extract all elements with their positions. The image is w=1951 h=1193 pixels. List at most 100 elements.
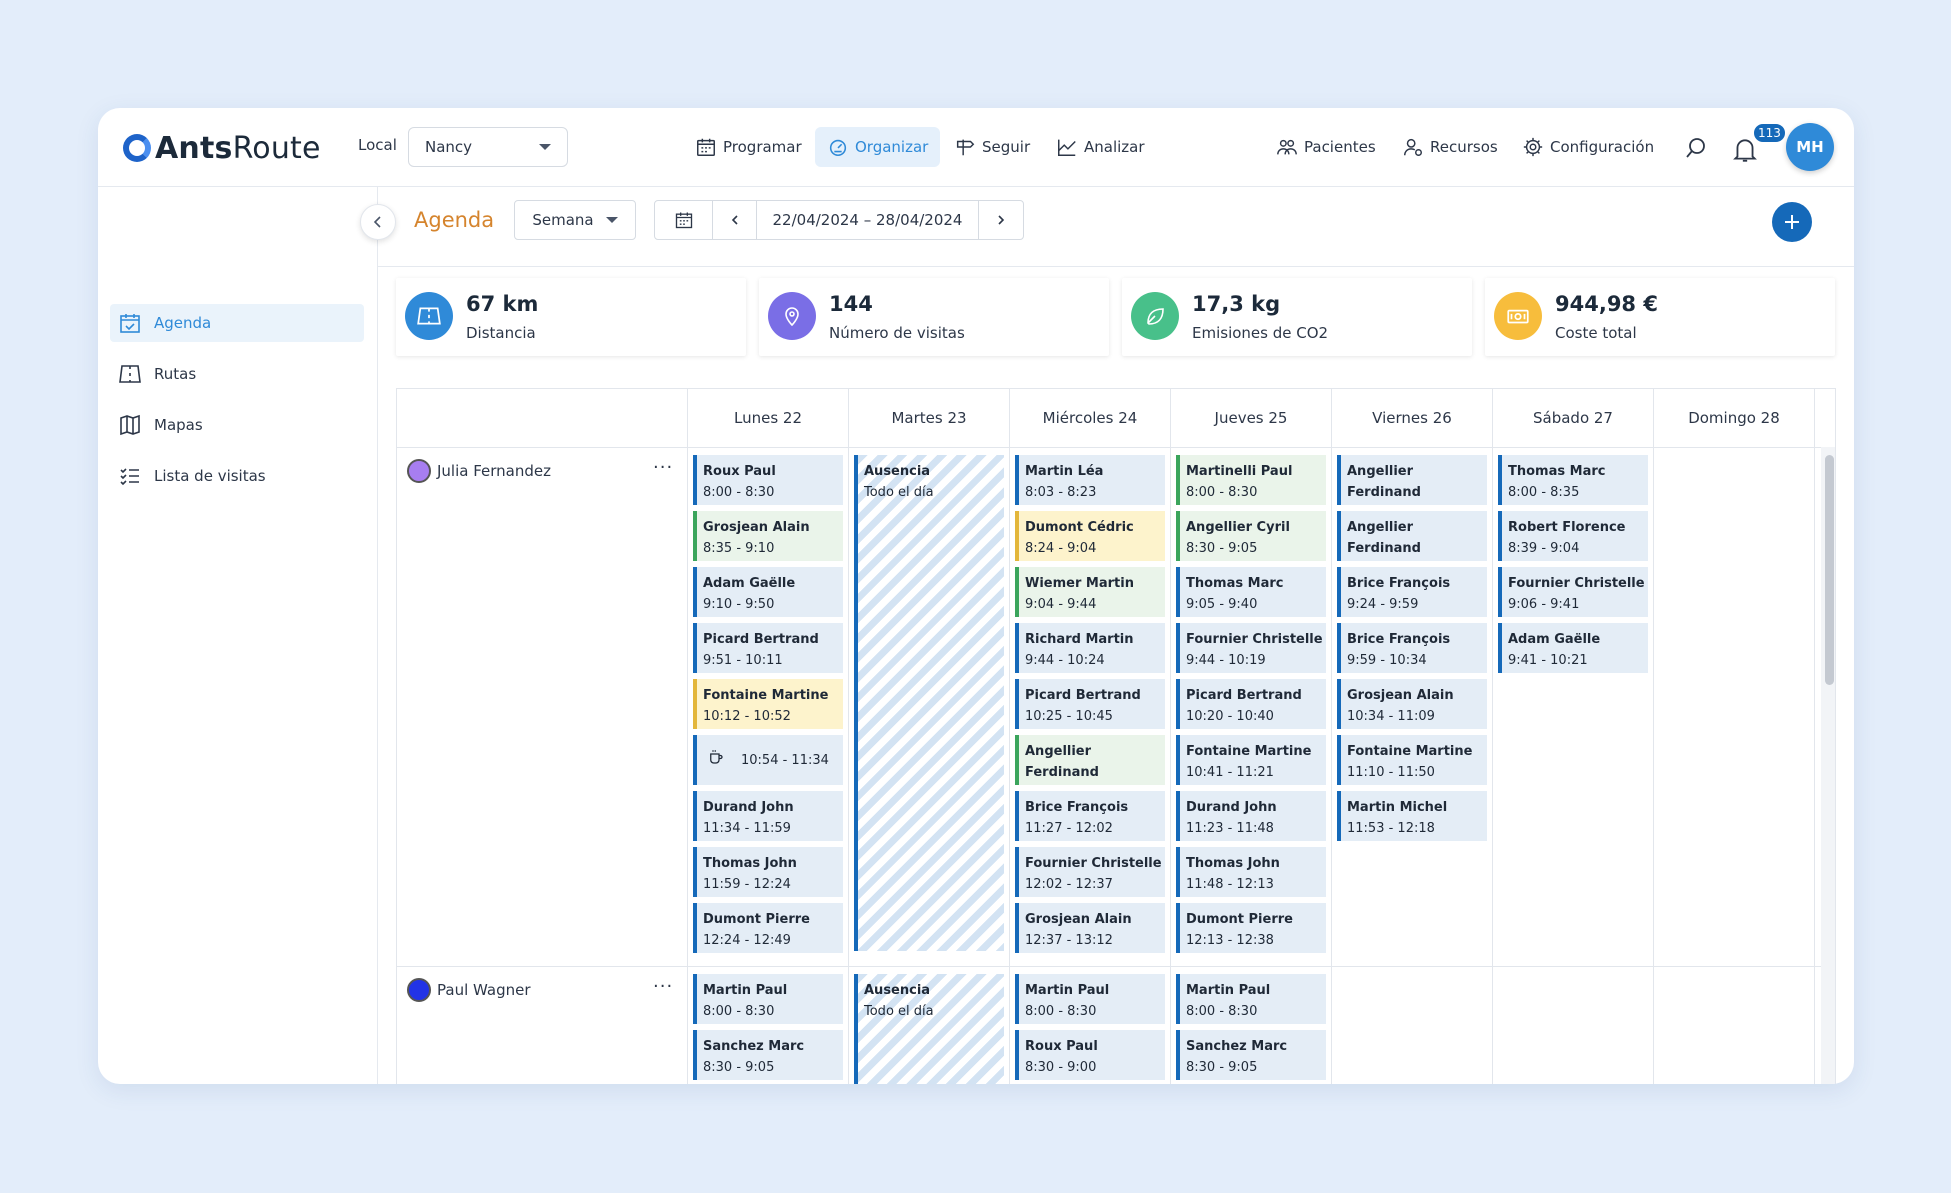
- visit-event[interactable]: Grosjean Alain 10:34 - 11:09: [1337, 679, 1487, 729]
- nav-recursos[interactable]: Recursos: [1390, 127, 1510, 167]
- event-time: 8:00 - 8:30: [1186, 485, 1258, 500]
- nav-pacientes[interactable]: Pacientes: [1264, 127, 1388, 167]
- visit-event[interactable]: Picard Bertrand 9:51 - 10:11: [693, 623, 843, 673]
- stat-label: Emisiones de CO2: [1192, 324, 1329, 342]
- visit-event[interactable]: Dumont Pierre 12:24 - 12:49: [693, 903, 843, 953]
- visit-event[interactable]: Angellier Ferdinand 8:44 - 9:24: [1337, 511, 1487, 561]
- visit-event[interactable]: Thomas John 11:48 - 12:13: [1176, 847, 1326, 897]
- event-time: 12:13 - 12:38: [1186, 933, 1274, 948]
- visit-event[interactable]: Fournier Christelle 12:02 - 12:37: [1015, 847, 1165, 897]
- visit-event[interactable]: Dumont Pierre 12:13 - 12:38: [1176, 903, 1326, 953]
- visit-event[interactable]: Durand John 11:23 - 11:48: [1176, 791, 1326, 841]
- visit-event[interactable]: Grosjean Alain 8:35 - 9:10: [693, 511, 843, 561]
- visit-event[interactable]: Brice François 9:24 - 9:59: [1337, 567, 1487, 617]
- event-name: Picard Bertrand: [703, 632, 819, 647]
- visit-event[interactable]: Robert Florence 8:39 - 9:04: [1498, 511, 1648, 561]
- stat-icon-bg: [768, 292, 816, 340]
- sidebar-item-agenda[interactable]: Agenda: [110, 304, 364, 342]
- resource-name[interactable]: Julia Fernandez: [407, 459, 551, 483]
- antsroute-logo[interactable]: AntsRoute: [123, 128, 321, 168]
- nav-seguir[interactable]: Seguir: [942, 127, 1042, 167]
- map-pin-icon: [120, 414, 140, 436]
- visit-event[interactable]: Adam Gaëlle 9:10 - 9:50: [693, 567, 843, 617]
- visit-event[interactable]: Angellier Ferdinand 8:04 - 8:44: [1337, 455, 1487, 505]
- visit-event[interactable]: Roux Paul 8:00 - 8:30: [693, 455, 843, 505]
- scrollbar-thumb[interactable]: [1825, 455, 1834, 685]
- visit-event[interactable]: Grosjean Alain 12:37 - 13:12: [1015, 903, 1165, 953]
- event-name: Sanchez Marc: [703, 1039, 805, 1054]
- day-header[interactable]: Viernes 26: [1331, 389, 1492, 447]
- search-button[interactable]: [1684, 136, 1708, 160]
- visit-event[interactable]: Brice François 11:27 - 12:02: [1015, 791, 1165, 841]
- visit-event[interactable]: Sanchez Marc 8:30 - 9:05: [1176, 1030, 1326, 1080]
- day-header[interactable]: Domingo 28: [1653, 389, 1814, 447]
- day-header[interactable]: Lunes 22: [687, 389, 848, 447]
- visit-event[interactable]: Sanchez Marc 8:30 - 9:05: [693, 1030, 843, 1080]
- visit-event[interactable]: Thomas Marc 8:00 - 8:35: [1498, 455, 1648, 505]
- visit-event[interactable]: Thomas John 11:59 - 12:24: [693, 847, 843, 897]
- visit-event[interactable]: Fournier Christelle 9:06 - 9:41: [1498, 567, 1648, 617]
- visit-event[interactable]: Fontaine Martine 10:12 - 10:52: [693, 679, 843, 729]
- calendar-picker-button[interactable]: [655, 201, 713, 239]
- resource-name[interactable]: Paul Wagner: [407, 978, 531, 1002]
- day-header[interactable]: Martes 23: [848, 389, 1009, 447]
- visit-event[interactable]: Adam Gaëlle 9:41 - 10:21: [1498, 623, 1648, 673]
- next-week-button[interactable]: [979, 201, 1023, 239]
- visit-event[interactable]: Martin Paul 8:00 - 8:30: [1015, 974, 1165, 1024]
- calendar-scrollbar[interactable]: [1821, 447, 1835, 1084]
- sidebar-item-rutas[interactable]: Rutas: [110, 355, 364, 393]
- view-select[interactable]: Semana: [514, 200, 636, 240]
- notifications-button[interactable]: [1732, 136, 1758, 164]
- more-options-icon[interactable]: ···: [653, 457, 674, 478]
- local-select-value: Nancy: [425, 138, 473, 156]
- sidebar-item-lista-de-visitas[interactable]: Lista de visitas: [110, 457, 364, 495]
- absence-block[interactable]: Ausencia Todo el día: [854, 974, 1004, 1084]
- visit-event[interactable]: Fontaine Martine 11:10 - 11:50: [1337, 735, 1487, 785]
- chevron-right-icon: [998, 215, 1005, 225]
- event-name: Wiemer Martin: [1025, 576, 1134, 591]
- leaf-icon: [1147, 308, 1164, 325]
- visit-event[interactable]: Thomas Marc 9:05 - 9:40: [1176, 567, 1326, 617]
- sidebar-item-mapas[interactable]: Mapas: [110, 406, 364, 444]
- visit-event[interactable]: Picard Bertrand 10:25 - 10:45: [1015, 679, 1165, 729]
- visit-event[interactable]: Wiemer Martin 9:04 - 9:44: [1015, 567, 1165, 617]
- add-button[interactable]: [1772, 202, 1812, 242]
- nav-organizar[interactable]: Organizar: [815, 127, 941, 167]
- header-divider: [397, 447, 1821, 448]
- visit-event[interactable]: Martin Paul 8:00 - 8:30: [693, 974, 843, 1024]
- collapse-sidebar-button[interactable]: [360, 204, 396, 240]
- event-name: Martinelli Paul: [1186, 464, 1293, 479]
- visit-event[interactable]: Martin Michel 11:53 - 12:18: [1337, 791, 1487, 841]
- nav-configuracion[interactable]: Configuración: [1510, 127, 1666, 167]
- more-options-icon[interactable]: ···: [653, 976, 674, 997]
- nav-programar[interactable]: Programar: [683, 127, 814, 167]
- visit-event[interactable]: Martinelli Paul 8:00 - 8:30: [1176, 455, 1326, 505]
- event-name: Angellier Ferdinand: [1347, 520, 1421, 556]
- visit-event[interactable]: Picard Bertrand 10:20 - 10:40: [1176, 679, 1326, 729]
- visit-event[interactable]: Dumont Cédric 8:24 - 9:04: [1015, 511, 1165, 561]
- visit-event[interactable]: Richard Martin 9:44 - 10:24: [1015, 623, 1165, 673]
- absence-block[interactable]: Ausencia Todo el día: [854, 455, 1004, 951]
- visit-event[interactable]: Durand John 11:34 - 11:59: [693, 791, 843, 841]
- event-name: Brice François: [1347, 576, 1451, 591]
- event-time: 8:30 - 9:05: [703, 1060, 775, 1075]
- visit-event[interactable]: Brice François 9:59 - 10:34: [1337, 623, 1487, 673]
- visit-event[interactable]: Angellier Ferdinand 10:47 - 11:27: [1015, 735, 1165, 785]
- nav-analizar[interactable]: Analizar: [1044, 127, 1157, 167]
- day-header[interactable]: Sábado 27: [1492, 389, 1653, 447]
- visit-event[interactable]: Roux Paul 8:30 - 9:00: [1015, 1030, 1165, 1080]
- visit-event[interactable]: Martin Paul 8:00 - 8:30: [1176, 974, 1326, 1024]
- event-name: Ausencia: [864, 983, 931, 998]
- prev-week-button[interactable]: [713, 201, 757, 239]
- visit-event[interactable]: Angellier Cyril 8:30 - 9:05: [1176, 511, 1326, 561]
- visit-event[interactable]: Martin Léa 8:03 - 8:23: [1015, 455, 1165, 505]
- break-event[interactable]: 10:54 - 11:34: [693, 735, 843, 785]
- avatar[interactable]: MH: [1786, 123, 1834, 171]
- day-header[interactable]: Jueves 25: [1170, 389, 1331, 447]
- stat-coste: 944,98 € Coste total: [1485, 278, 1835, 356]
- visit-event[interactable]: Fournier Christelle 9:44 - 10:19: [1176, 623, 1326, 673]
- visit-event[interactable]: Fontaine Martine 10:41 - 11:21: [1176, 735, 1326, 785]
- local-select[interactable]: Nancy: [408, 127, 568, 167]
- day-header[interactable]: Miércoles 24: [1009, 389, 1170, 447]
- event-name: Angellier Ferdinand: [1347, 464, 1421, 500]
